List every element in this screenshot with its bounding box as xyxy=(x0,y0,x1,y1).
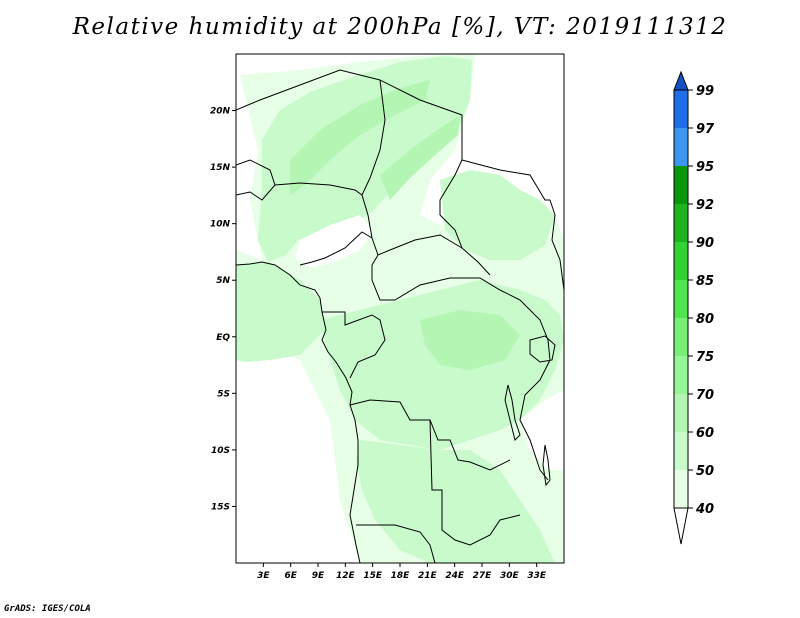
colorbar-label: 40 xyxy=(695,502,714,517)
humidity-band-60-70-west xyxy=(236,262,325,362)
colorbar-box xyxy=(674,204,688,242)
colorbar-label: 80 xyxy=(696,312,714,327)
grads-credit: GrADS: IGES/COLA xyxy=(4,604,91,614)
chart-title: Relative humidity at 200hPa [%], VT: 201… xyxy=(72,14,728,40)
humidity-band-60-70-north xyxy=(258,56,472,262)
longitude-axis: 3E 6E 9E 12E 15E 18E 21E 24E 27E 30E 33E xyxy=(257,563,547,581)
colorbar-label: 50 xyxy=(696,464,714,479)
colorbar-label: 95 xyxy=(696,160,714,175)
colorbar-box xyxy=(674,166,688,204)
border-angola-zambia xyxy=(429,419,521,546)
humidity-band-60-70-south xyxy=(356,440,555,563)
x-tick-label: 30E xyxy=(500,571,520,581)
x-tick-label: 27E xyxy=(473,571,493,581)
colorbar-label: 75 xyxy=(696,350,714,365)
colorbar-label: 60 xyxy=(696,426,714,441)
humidity-band-70-75-streak-b xyxy=(380,115,460,200)
x-tick-label: 24E xyxy=(445,571,465,581)
humidity-gap-southeast xyxy=(520,390,564,470)
y-tick-label: 10N xyxy=(210,220,231,230)
colorbar-outline xyxy=(673,89,689,509)
humidity-band-70-75-streak-c xyxy=(420,310,520,370)
country-borders xyxy=(236,69,564,563)
border-drc-angola xyxy=(349,399,511,471)
colorbar-box xyxy=(674,394,688,432)
colorbar-box xyxy=(674,318,688,356)
x-tick-label: 15E xyxy=(363,571,383,581)
border-mali-burkina xyxy=(236,159,276,201)
lake-malawi-outline xyxy=(542,444,551,487)
x-tick-label: 6E xyxy=(284,571,297,581)
colorbar-box xyxy=(674,280,688,318)
colorbar-box xyxy=(674,90,688,128)
latitude-axis: 20N 15N 10N 5N EQ 5S 10S 15S xyxy=(210,107,236,512)
colorbar-label: 90 xyxy=(696,236,714,251)
lake-victoria-outline xyxy=(529,335,556,363)
border-niger-libya-chad xyxy=(361,79,386,239)
border-east-africa xyxy=(519,299,551,481)
y-tick-label: 5S xyxy=(217,389,230,399)
lake-tanganyika-outline xyxy=(504,384,521,441)
border-chad-car xyxy=(371,234,463,256)
y-tick-label: EQ xyxy=(216,333,230,343)
border-car-drc xyxy=(371,254,521,301)
x-tick-label: 12E xyxy=(336,571,356,581)
colorbar-box xyxy=(674,356,688,394)
border-sudan-south-sudan xyxy=(461,159,550,201)
colorbar-box xyxy=(674,242,688,280)
colorbar-top-triangle xyxy=(673,70,689,91)
colorbar-label: 70 xyxy=(696,388,714,403)
border-namibia xyxy=(356,524,436,563)
x-tick-label: 21E xyxy=(418,571,438,581)
colorbar: 40 50 60 70 75 80 85 90 92 95 97 99 xyxy=(673,70,715,545)
colorbar-bottom-triangle xyxy=(673,507,689,545)
colorbar-label: 85 xyxy=(696,274,714,289)
colorbar-label: 97 xyxy=(696,122,715,137)
colorbar-box xyxy=(674,128,688,166)
x-tick-label: 18E xyxy=(391,571,411,581)
y-tick-label: 5N xyxy=(216,276,230,286)
y-tick-label: 20N xyxy=(210,107,231,117)
x-tick-label: 9E xyxy=(312,571,325,581)
humidity-band-70-75-streak-a xyxy=(290,80,430,195)
border-cameroon-congo xyxy=(322,311,386,379)
coastline-west-africa xyxy=(236,261,361,563)
humidity-shading xyxy=(236,54,564,563)
colorbar-box xyxy=(674,432,688,470)
humidity-band-60-70-east xyxy=(440,170,555,260)
x-tick-label: 3E xyxy=(257,571,270,581)
border-nigeria xyxy=(274,182,373,266)
border-algeria-niger xyxy=(236,69,381,111)
x-tick-label: 33E xyxy=(527,571,547,581)
colorbar-label: 92 xyxy=(696,198,714,213)
y-tick-label: 15S xyxy=(211,502,230,512)
humidity-gap-north xyxy=(295,215,372,268)
y-tick-label: 15N xyxy=(210,163,231,173)
colorbar-box xyxy=(674,470,688,508)
colorbar-label: 99 xyxy=(696,84,714,99)
border-kenya-somalia xyxy=(549,199,564,291)
y-tick-label: 10S xyxy=(211,446,230,456)
